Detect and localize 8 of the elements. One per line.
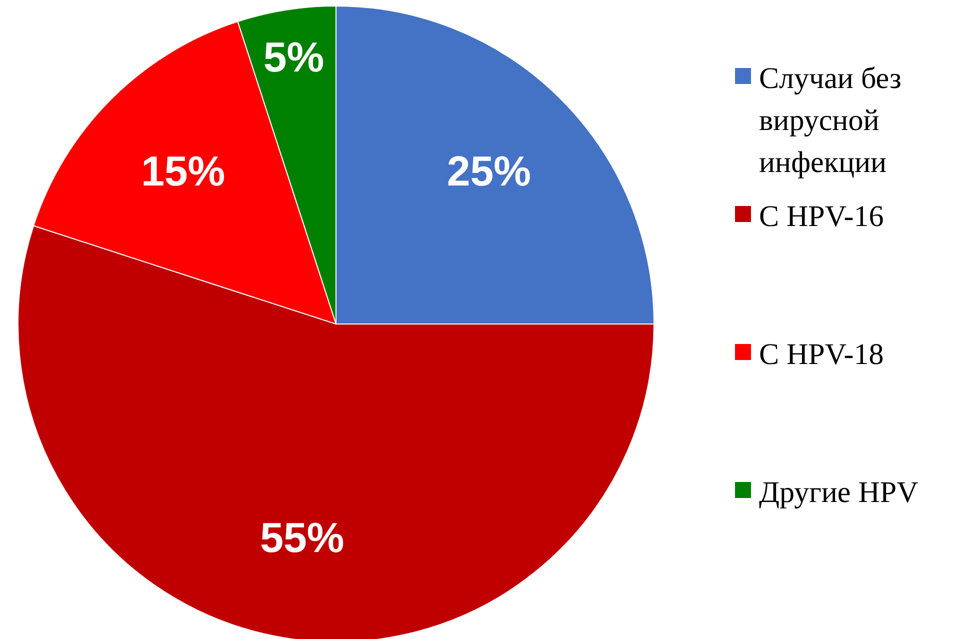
- legend-label: Другие HPV: [759, 476, 919, 508]
- legend-label: С HPV-16: [759, 200, 884, 232]
- legend-label: Случаи без вирусной инфекции: [759, 62, 902, 178]
- legend-label: С HPV-18: [759, 338, 884, 370]
- data-label: 15%: [141, 148, 226, 195]
- data-label: 55%: [260, 514, 344, 562]
- data-label: 25%: [446, 148, 531, 195]
- data-label: 5%: [263, 34, 324, 81]
